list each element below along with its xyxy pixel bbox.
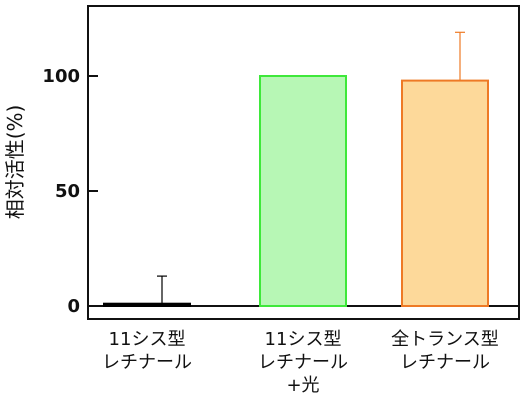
- y-tick-label-50: 50: [55, 181, 80, 202]
- x-category-line: 11シス型: [265, 329, 342, 350]
- bar-2: [259, 75, 347, 307]
- x-category-label-1: 11シス型レチナール: [102, 329, 192, 373]
- x-category-line: +光: [286, 375, 319, 396]
- y-tick-label-100: 100: [42, 66, 80, 87]
- bars-group: [103, 75, 489, 308]
- y-axis: 0 50 100: [42, 66, 98, 317]
- x-category-label-3: 全トランス型レチナール: [391, 329, 499, 373]
- bar-3: [401, 79, 489, 307]
- bar-1: [103, 302, 191, 308]
- x-category-line: レチナール: [102, 352, 192, 373]
- x-category-line: 全トランス型: [391, 329, 499, 350]
- y-tick-label-0: 0: [67, 296, 80, 317]
- error-bars-group: [157, 31, 465, 304]
- x-category-line: レチナール: [400, 352, 490, 373]
- x-category-label-2: 11シス型レチナール+光: [258, 329, 348, 396]
- y-axis-title: 相対活性(%): [3, 105, 27, 220]
- plot-frame: [87, 5, 520, 320]
- x-category-line: 11シス型: [109, 329, 186, 350]
- x-category-line: レチナール: [258, 352, 348, 373]
